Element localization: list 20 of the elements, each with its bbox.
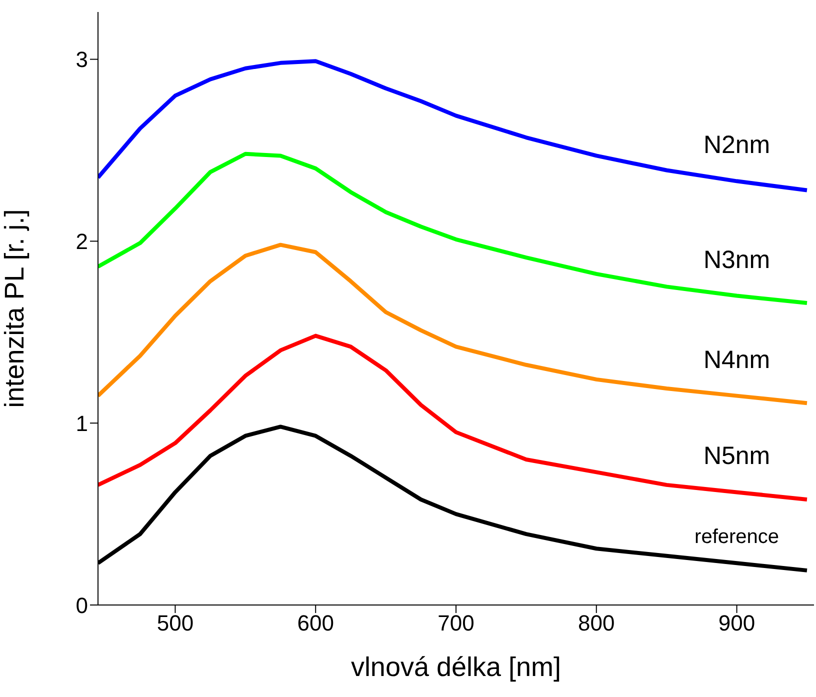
x-tick-label: 500 xyxy=(156,610,194,636)
x-tick-label: 800 xyxy=(578,610,615,636)
series-label: N3nm xyxy=(703,246,770,274)
series-label: N2nm xyxy=(703,131,770,160)
x-tick-label: 900 xyxy=(718,610,756,636)
y-axis-title: intenzita PL [r. j.] xyxy=(0,209,30,408)
series-label: N4nm xyxy=(703,346,770,374)
y-tick-label: 0 xyxy=(76,592,88,618)
x-tick-label: 700 xyxy=(438,610,474,636)
series-label: N5nm xyxy=(703,442,770,470)
line-series xyxy=(98,242,809,406)
series-label: reference xyxy=(694,526,780,548)
x-axis-title: vlnová délka [nm] xyxy=(350,652,562,682)
y-tick-label: 3 xyxy=(76,47,88,72)
line-series xyxy=(98,334,809,502)
line-series xyxy=(98,152,809,306)
line-series xyxy=(98,59,809,192)
x-tick-label: 600 xyxy=(297,610,334,636)
y-tick-label: 1 xyxy=(76,410,88,436)
y-tick-label: 2 xyxy=(76,229,88,254)
